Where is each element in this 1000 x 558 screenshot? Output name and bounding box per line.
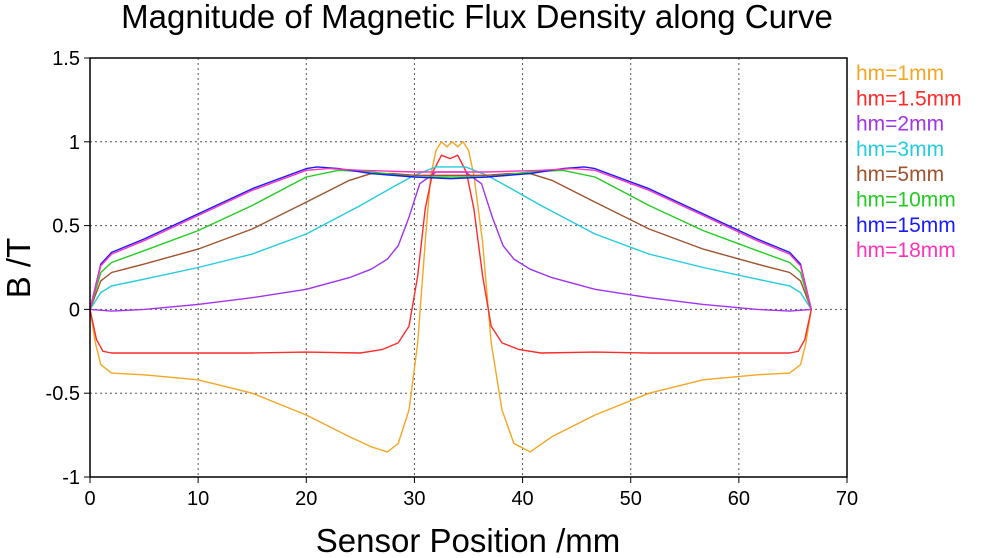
series-line-hm-3mm: [89, 166, 812, 310]
x-tick-label: 50: [620, 488, 642, 510]
series-line-hm-10mm: [89, 169, 812, 310]
x-tick-label: 70: [836, 488, 858, 510]
legend-entry: hm=5mm: [856, 163, 944, 186]
series-line-hm-1mm: [89, 141, 812, 453]
legend-entry: hm=15mm: [856, 214, 956, 237]
y-axis-label: B /T: [0, 238, 37, 299]
x-axis-ticks: 0 10 20 30 40 50 60 70: [84, 477, 858, 510]
series-lines: [89, 141, 812, 453]
x-tick-label: 20: [295, 488, 317, 510]
y-tick-label: -0.5: [46, 383, 80, 405]
legend-entry: hm=2mm: [856, 113, 944, 136]
y-tick-label: 0.5: [52, 216, 80, 238]
legend-entry: hm=3mm: [856, 138, 944, 161]
y-tick-label: 1.5: [52, 48, 80, 70]
y-tick-label: 0: [69, 299, 80, 321]
series-line-hm-5mm: [89, 172, 812, 310]
series-line-hm-2mm: [89, 171, 812, 312]
x-axis-label: Sensor Position /mm: [316, 522, 620, 558]
legend: hm=1mmhm=1.5mmhm=2mmhm=3mmhm=5mmhm=10mmh…: [856, 62, 962, 262]
x-tick-label: 30: [403, 488, 425, 510]
chart-title: Magnitude of Magnetic Flux Density along…: [121, 0, 833, 35]
legend-entry: hm=1mm: [856, 62, 944, 85]
x-tick-label: 40: [511, 488, 533, 510]
series-line-hm-1-5mm: [89, 154, 812, 354]
x-tick-label: 60: [728, 488, 750, 510]
x-tick-label: 0: [84, 488, 95, 510]
y-axis-ticks: -1 -0.5 0 0.5 1 1.5: [46, 48, 90, 489]
legend-entry: hm=18mm: [856, 239, 956, 262]
series-line-hm-15mm: [89, 166, 812, 310]
series-line-hm-18mm: [89, 167, 812, 310]
x-tick-label: 10: [187, 488, 209, 510]
legend-entry: hm=10mm: [856, 189, 956, 212]
y-tick-label: 1: [69, 132, 80, 154]
plot-area-frame: [89, 57, 848, 478]
legend-entry: hm=1.5mm: [856, 87, 962, 110]
grid: [90, 58, 847, 477]
y-tick-label: -1: [62, 467, 80, 489]
